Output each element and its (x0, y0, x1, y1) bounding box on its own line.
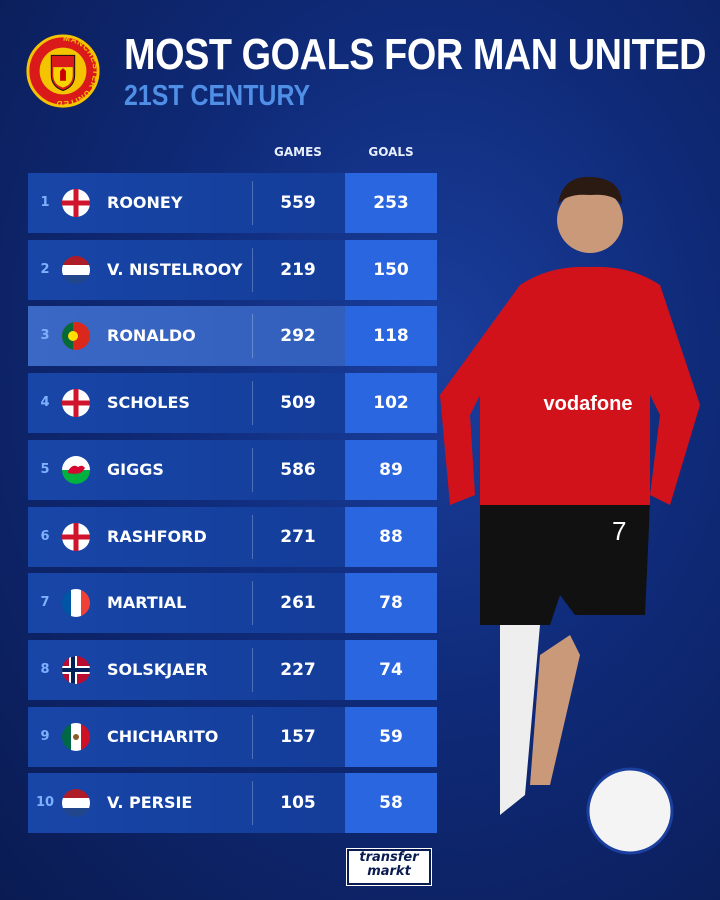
table-row: 8 SOLSKJAER 227 74 (28, 639, 437, 700)
goals-value: 118 (345, 306, 437, 367)
flag-england-icon (62, 522, 90, 551)
flag-mexico-icon (62, 722, 90, 751)
flag-netherlands-icon (62, 789, 90, 818)
divider (252, 647, 253, 692)
rank: 2 (40, 261, 50, 277)
player-name: GIGGS (107, 459, 164, 479)
column-header-goals: GOALS (368, 145, 414, 159)
divider (252, 514, 253, 559)
table-row: 10 V. PERSIE 105 58 (28, 773, 437, 834)
goals-value: 89 (345, 439, 437, 500)
goals-value: 102 (345, 373, 437, 434)
rank: 1 (40, 195, 50, 210)
games-value: 292 (280, 326, 316, 347)
goals-value: 74 (345, 639, 437, 700)
games-value: 261 (280, 593, 316, 614)
flag-france-icon (62, 589, 90, 618)
goals-value: 253 (345, 173, 437, 233)
table-row: 9 CHICHARITO 157 59 (28, 706, 437, 767)
games-value: 105 (280, 793, 316, 814)
games-value: 219 (280, 259, 316, 280)
divider (252, 581, 253, 626)
goals-value: 78 (345, 573, 437, 634)
column-header-games: GAMES (274, 145, 322, 159)
rank: 7 (40, 595, 50, 611)
divider (252, 381, 253, 426)
player-photo: vodafone 7 (440, 176, 700, 855)
table-row: 4 SCHOLES 509 102 (28, 373, 437, 434)
flag-netherlands-icon (62, 255, 90, 284)
rank: 8 (40, 661, 50, 677)
rank: 4 (40, 395, 50, 411)
shirt-number: 7 (612, 516, 626, 546)
rank: 3 (40, 328, 50, 344)
divider (252, 447, 253, 492)
table-row: 7 MARTIAL 261 78 (28, 573, 437, 634)
rank: 10 (35, 795, 55, 811)
table-row: 2 V. NISTELROOY 219 150 (28, 239, 437, 300)
games-value: 157 (280, 726, 316, 747)
player-name: RONALDO (107, 326, 196, 346)
player-name: MARTIAL (107, 593, 187, 613)
table-row: 6 RASHFORD 271 88 (28, 506, 437, 567)
divider (252, 781, 253, 826)
divider (252, 714, 253, 759)
rank: 6 (40, 528, 50, 544)
player-name: RASHFORD (107, 526, 207, 546)
manchester-united-crest: MANCHESTER UNITED (26, 34, 100, 108)
player-name: CHICHARITO (107, 726, 219, 746)
goals-value: 59 (345, 706, 437, 767)
games-value: 227 (280, 659, 316, 680)
player-name: V. PERSIE (107, 793, 193, 813)
divider (252, 247, 253, 292)
goals-value: 88 (345, 506, 437, 567)
table-row: 5 GIGGS 586 89 (28, 439, 437, 500)
games-value: 271 (280, 526, 316, 547)
goals-value: 150 (345, 239, 437, 300)
divider (252, 181, 253, 225)
flag-norway-icon (62, 655, 90, 684)
player-name: SOLSKJAER (107, 659, 208, 679)
games-value: 509 (280, 393, 316, 414)
games-value: 586 (280, 459, 316, 480)
player-name: V. NISTELROOY (107, 259, 243, 279)
shirt-sponsor: vodafone (544, 393, 633, 415)
page-subtitle: 21ST CENTURY (124, 80, 311, 112)
logo-line-1: transfer (359, 850, 419, 865)
flag-wales-icon (62, 455, 90, 484)
table-row: 1 ROONEY 559 253 (28, 173, 437, 233)
logo-line-2: markt (367, 864, 411, 879)
flag-england-icon (62, 189, 90, 217)
games-value: 559 (280, 193, 316, 213)
flag-england-icon (62, 389, 90, 418)
page-title: MOST GOALS FOR MAN UNITED (124, 30, 707, 79)
divider (252, 314, 253, 359)
rank: 9 (40, 728, 50, 744)
player-name: SCHOLES (107, 393, 190, 413)
flag-portugal-icon (62, 322, 90, 351)
transfermarkt-logo: transfer markt (347, 849, 431, 885)
rank: 5 (40, 461, 50, 477)
table-row: 3 RONALDO 292 118 (28, 306, 437, 367)
player-name: ROONEY (107, 193, 183, 212)
goals-value: 58 (345, 773, 437, 834)
